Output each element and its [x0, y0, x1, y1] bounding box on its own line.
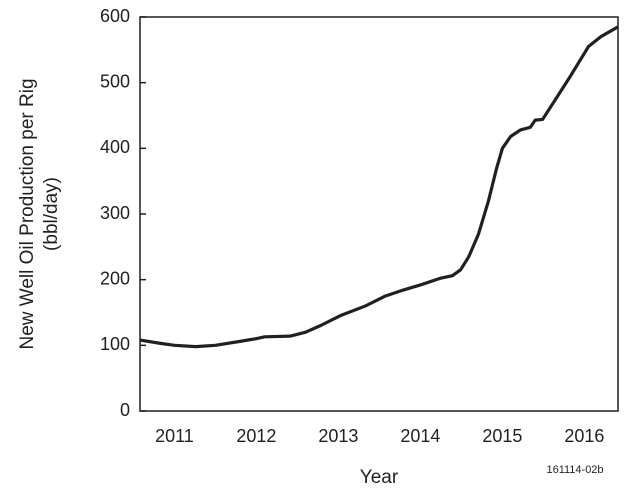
y-tick-label: 200 [100, 268, 130, 288]
y-tick-label: 100 [100, 334, 130, 354]
x-tick-label: 2013 [318, 426, 358, 446]
x-axis-title: Year [360, 467, 399, 488]
y-tick-label: 0 [120, 400, 130, 420]
annotation: 161114-02b [546, 464, 603, 476]
plot-frame [139, 16, 619, 412]
x-tick-label: 2012 [236, 426, 276, 446]
y-tick-label: 600 [100, 6, 130, 26]
x-tick-label: 2016 [564, 426, 604, 446]
y-axis-title-line: (bbl/day) [41, 177, 62, 251]
y-tick-label: 300 [100, 203, 130, 223]
x-tick-label: 2014 [400, 426, 440, 446]
line-series [139, 25, 619, 349]
x-tick-label: 2011 [155, 426, 194, 446]
y-axis-title: New Well Oil Production per Rig (bbl/day… [17, 78, 62, 349]
y-tick-label: 400 [100, 137, 130, 157]
x-tick-label: 2015 [482, 426, 522, 446]
y-axis-title-line: New Well Oil Production per Rig [17, 78, 38, 349]
y-tick-label: 500 [100, 71, 130, 91]
